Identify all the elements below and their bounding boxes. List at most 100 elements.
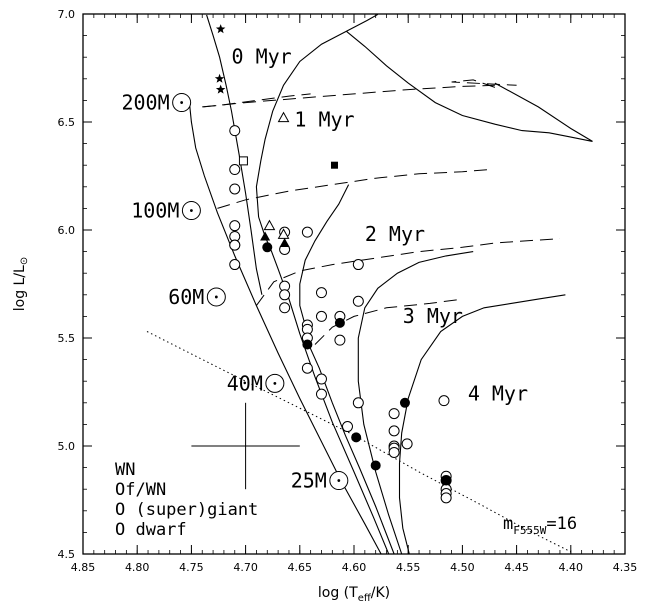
data-point-filled-square [330, 161, 338, 169]
data-point-open-circle [229, 125, 241, 137]
data-point-open-circle [388, 446, 400, 458]
x-axis-label-tail: /K) [371, 585, 390, 601]
y-axis-label: log L/L⊙ [12, 257, 30, 312]
mag-label-value: =16 [546, 514, 577, 534]
data-point-open-circle [279, 289, 291, 301]
data-point-open-circle [315, 373, 327, 385]
evolutionary-track [305, 329, 395, 554]
mass-marker-dot [180, 101, 184, 104]
isochrone-label: 2 Myr [365, 222, 425, 246]
data-point-filled-circle [262, 242, 273, 253]
data-point-open-circle [315, 310, 327, 322]
x-tick-label: 4.75 [179, 561, 204, 574]
data-point-open-circle [388, 425, 400, 437]
y-axis-label-sun: ⊙ [19, 257, 30, 265]
isochrone-line [203, 84, 495, 108]
data-point-star [215, 24, 226, 34]
isochrone-line [451, 79, 517, 88]
data-point-open-circle [440, 492, 452, 504]
isochrone-label: 0 Myr [232, 45, 292, 69]
data-point-open-triangle [277, 228, 290, 239]
data-point-open-circle [341, 421, 353, 433]
isochrone-line [217, 169, 490, 209]
data-point-open-square [238, 156, 248, 166]
data-point-filled-triangle [260, 231, 271, 241]
data-point-open-circle [229, 259, 241, 271]
mass-label: 40M [227, 371, 263, 395]
x-tick-label: 4.45 [504, 561, 529, 574]
data-point-open-circle [301, 362, 313, 374]
isochrone-label: 4 Myr [468, 382, 528, 406]
legend-entry: O dwarf [115, 520, 187, 540]
mass-label: 25M [291, 469, 327, 493]
mag-label-m: m [503, 514, 513, 534]
isochrone-line [314, 298, 463, 345]
data-point-open-circle [352, 397, 364, 409]
isochrone-line [202, 93, 311, 108]
mass-marker-dot [337, 479, 341, 482]
x-tick-label: 4.40 [559, 561, 584, 574]
data-point-open-triangle [263, 219, 276, 231]
data-point-open-circle [315, 388, 327, 400]
legend: WN Of/WN O (super)giant O dwarf [115, 460, 258, 540]
isochrone-line [255, 238, 561, 306]
legend-entry: O (super)giant [115, 500, 258, 520]
mass-marker-dot [190, 209, 193, 212]
data-point-open-circle [352, 259, 364, 271]
data-point-filled-circle [302, 339, 313, 350]
data-point-filled-circle [334, 317, 345, 328]
y-tick-label: 5.5 [58, 332, 76, 345]
legend-entry: Of/WN [115, 480, 166, 500]
data-point-open-circle [229, 164, 241, 176]
svg-text:mF555W=16: mF555W=16 [503, 514, 577, 537]
mass-marker-dot [214, 295, 218, 299]
data-point-filled-circle [370, 460, 381, 471]
evolutionary-track [398, 294, 566, 554]
evolutionary-track [346, 30, 593, 142]
data-point-open-circle [315, 287, 327, 299]
isochrone-label: 3 Myr [403, 304, 463, 328]
y-tick-label: 7.0 [58, 8, 76, 21]
x-tick-label: 4.80 [125, 561, 150, 574]
data-point-open-circle [279, 302, 291, 314]
data-point-open-circle [352, 295, 364, 307]
evolutionary-track [357, 251, 474, 554]
data-point-filled-circle [351, 432, 362, 443]
data-point-filled-circle [441, 475, 452, 486]
evolutionary-track [255, 14, 379, 218]
x-axis-label-main: log (T [318, 585, 358, 601]
data-point-open-circle [301, 226, 313, 238]
x-tick-label: 4.65 [288, 561, 313, 574]
mass-label: 60M [168, 285, 204, 309]
x-tick-label: 4.55 [396, 561, 421, 574]
evolutionary-track [188, 100, 382, 554]
isochrone-label: 1 Myr [294, 107, 354, 131]
data-point-star [215, 84, 226, 94]
y-axis-label-main: log L/L [12, 265, 28, 311]
magnitude-limit-label: mF555W=16 [503, 514, 577, 537]
data-point-open-circle [229, 183, 241, 195]
x-tick-label: 4.35 [613, 561, 638, 574]
data-point-open-circle [229, 220, 241, 232]
data-point-open-circle [401, 438, 413, 450]
mass-label: 200M [121, 91, 169, 115]
x-tick-label: 4.50 [450, 561, 475, 574]
x-tick-label: 4.60 [342, 561, 367, 574]
y-tick-label: 4.5 [58, 548, 76, 561]
data-point-open-circle [229, 239, 241, 251]
y-tick-label: 6.5 [58, 116, 76, 129]
x-axis-label-sub: eff [358, 593, 372, 604]
data-point-filled-circle [399, 397, 410, 408]
data-point-filled-triangle [279, 237, 290, 247]
x-tick-label: 4.70 [233, 561, 258, 574]
mag-label-sub: F555W [513, 524, 546, 537]
x-tick-label: 4.85 [71, 561, 96, 574]
y-tick-label: 6.0 [58, 224, 76, 237]
legend-entry: WN [115, 460, 135, 480]
y-tick-label: 5.0 [58, 440, 76, 453]
data-point-open-circle [438, 395, 450, 407]
data-point-open-circle [334, 334, 346, 346]
data-point-open-circle [388, 408, 400, 420]
data-point-open-triangle [277, 111, 290, 123]
